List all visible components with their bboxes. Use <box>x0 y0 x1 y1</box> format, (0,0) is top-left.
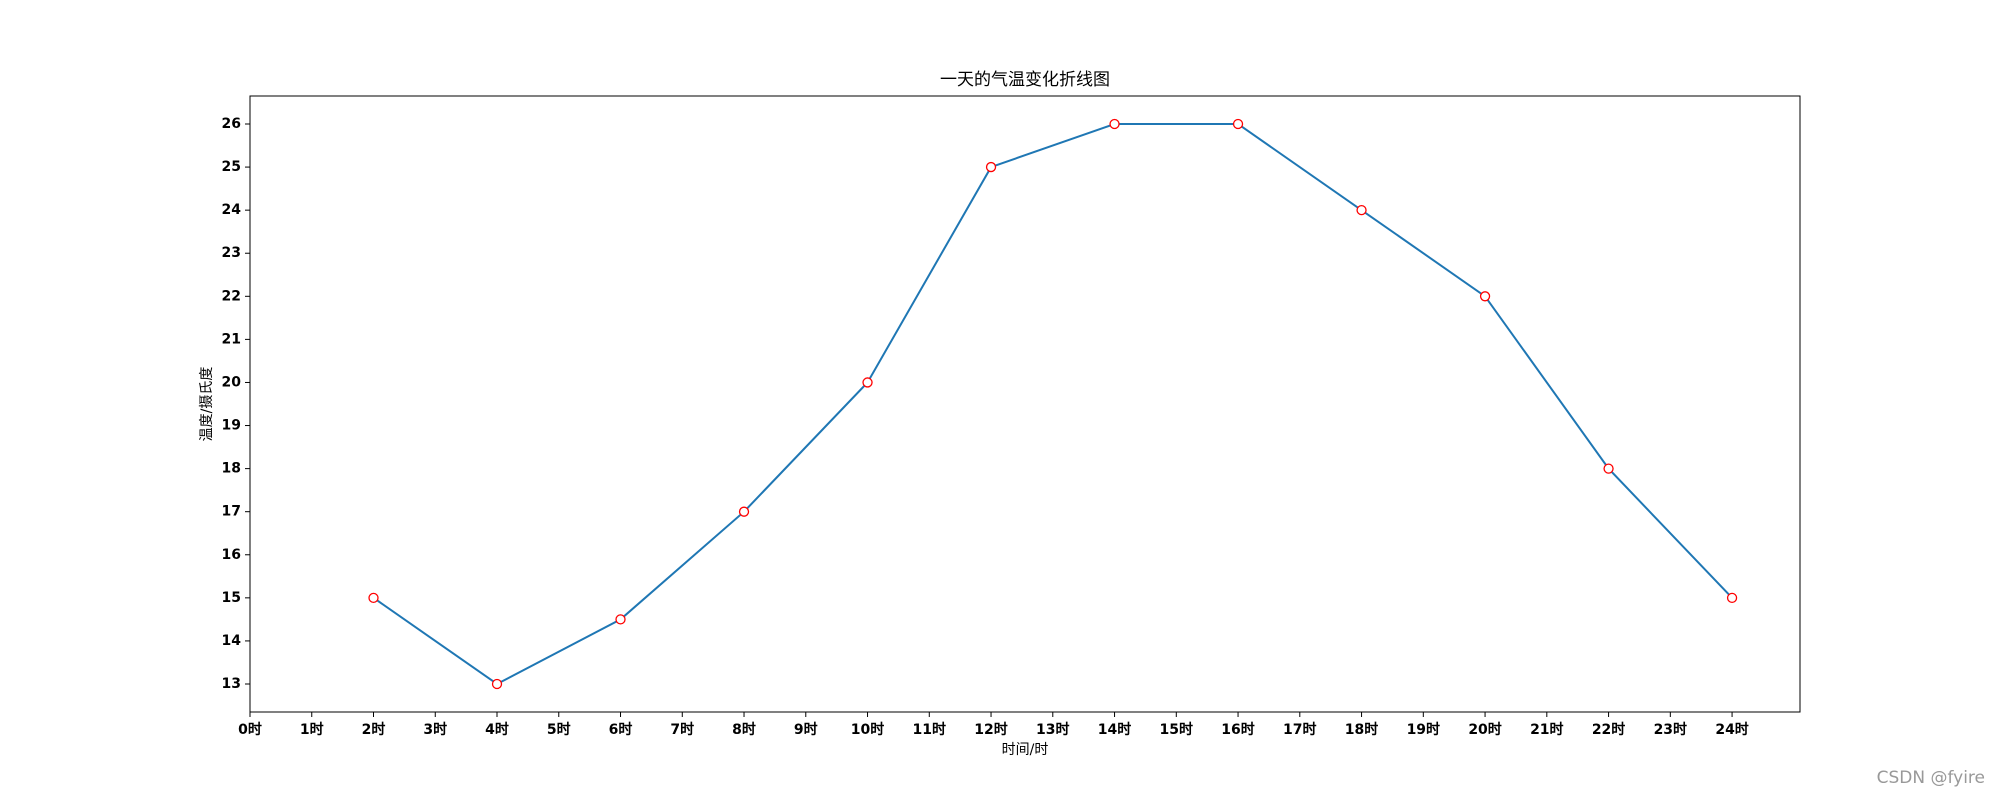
y-tick-label: 14 <box>222 633 242 649</box>
x-tick-label: 24时 <box>1715 721 1748 738</box>
x-tick-label: 3时 <box>423 721 447 738</box>
marker <box>1356 205 1367 216</box>
marker <box>738 506 750 517</box>
marker <box>1109 118 1120 130</box>
y-tick-label: 18 <box>222 461 241 477</box>
y-tick-label: 22 <box>222 288 241 304</box>
x-tick-label: 5时 <box>547 721 571 738</box>
x-tick-label: 10时 <box>851 721 884 738</box>
marker <box>1603 463 1614 474</box>
y-tick-label: 19 <box>222 418 241 434</box>
x-tick-label: 0时 <box>238 721 262 738</box>
marker <box>1479 291 1491 302</box>
line <box>372 123 1733 686</box>
x-tick-label: 12时 <box>974 721 1007 738</box>
x-tick-label: 4时 <box>485 721 509 738</box>
x-tick-label: 21时 <box>1530 721 1563 738</box>
marker <box>368 592 379 603</box>
y-axis-label: 温度/摄氏度 <box>199 367 215 442</box>
x-tick-label: 13时 <box>1036 721 1069 738</box>
x-axis-label: 时间/时 <box>1002 742 1049 758</box>
y-tick-label: 15 <box>222 590 241 606</box>
x-tick-label: 11时 <box>913 721 946 738</box>
marker <box>862 377 873 388</box>
x-tick-label: 7时 <box>670 721 694 738</box>
x-tick-label: 19时 <box>1407 721 1440 738</box>
x-tick-label: 15时 <box>1160 721 1193 738</box>
watermark: CSDN @fyire <box>1877 768 1985 788</box>
chart-title: 一天的气温变化折线图 <box>940 70 1110 90</box>
x-tick-label: 9时 <box>794 721 818 738</box>
marker <box>615 614 626 625</box>
x-tick-label: 14时 <box>1098 721 1131 738</box>
x-tick-label: 22时 <box>1592 721 1625 738</box>
y-tick-label: 20 <box>222 374 242 390</box>
x-tick-label: 8时 <box>732 721 756 738</box>
axes-frame <box>249 95 1801 713</box>
y-tick-label: 21 <box>222 331 241 347</box>
y-tick-label: 26 <box>222 116 241 132</box>
x-tick-label: 2时 <box>362 721 386 738</box>
x-tick-label: 20时 <box>1468 721 1501 738</box>
marker <box>491 678 503 690</box>
x-tick-label: 18时 <box>1345 721 1378 738</box>
y-tick-label: 13 <box>222 676 241 692</box>
x-tick-label: 1时 <box>300 721 324 738</box>
x-tick-label: 17时 <box>1283 721 1316 738</box>
marker <box>985 161 997 173</box>
y-tick-label: 24 <box>222 202 242 218</box>
y-tick-label: 16 <box>222 547 241 563</box>
x-tick-label: 23时 <box>1654 721 1687 738</box>
x-tick-label: 16时 <box>1221 721 1254 738</box>
y-tick-label: 25 <box>222 159 241 175</box>
marker <box>1232 118 1244 130</box>
marker <box>1726 592 1738 603</box>
y-tick-label: 17 <box>222 504 241 520</box>
x-tick-label: 6时 <box>609 721 633 738</box>
y-tick-label: 23 <box>222 245 241 261</box>
